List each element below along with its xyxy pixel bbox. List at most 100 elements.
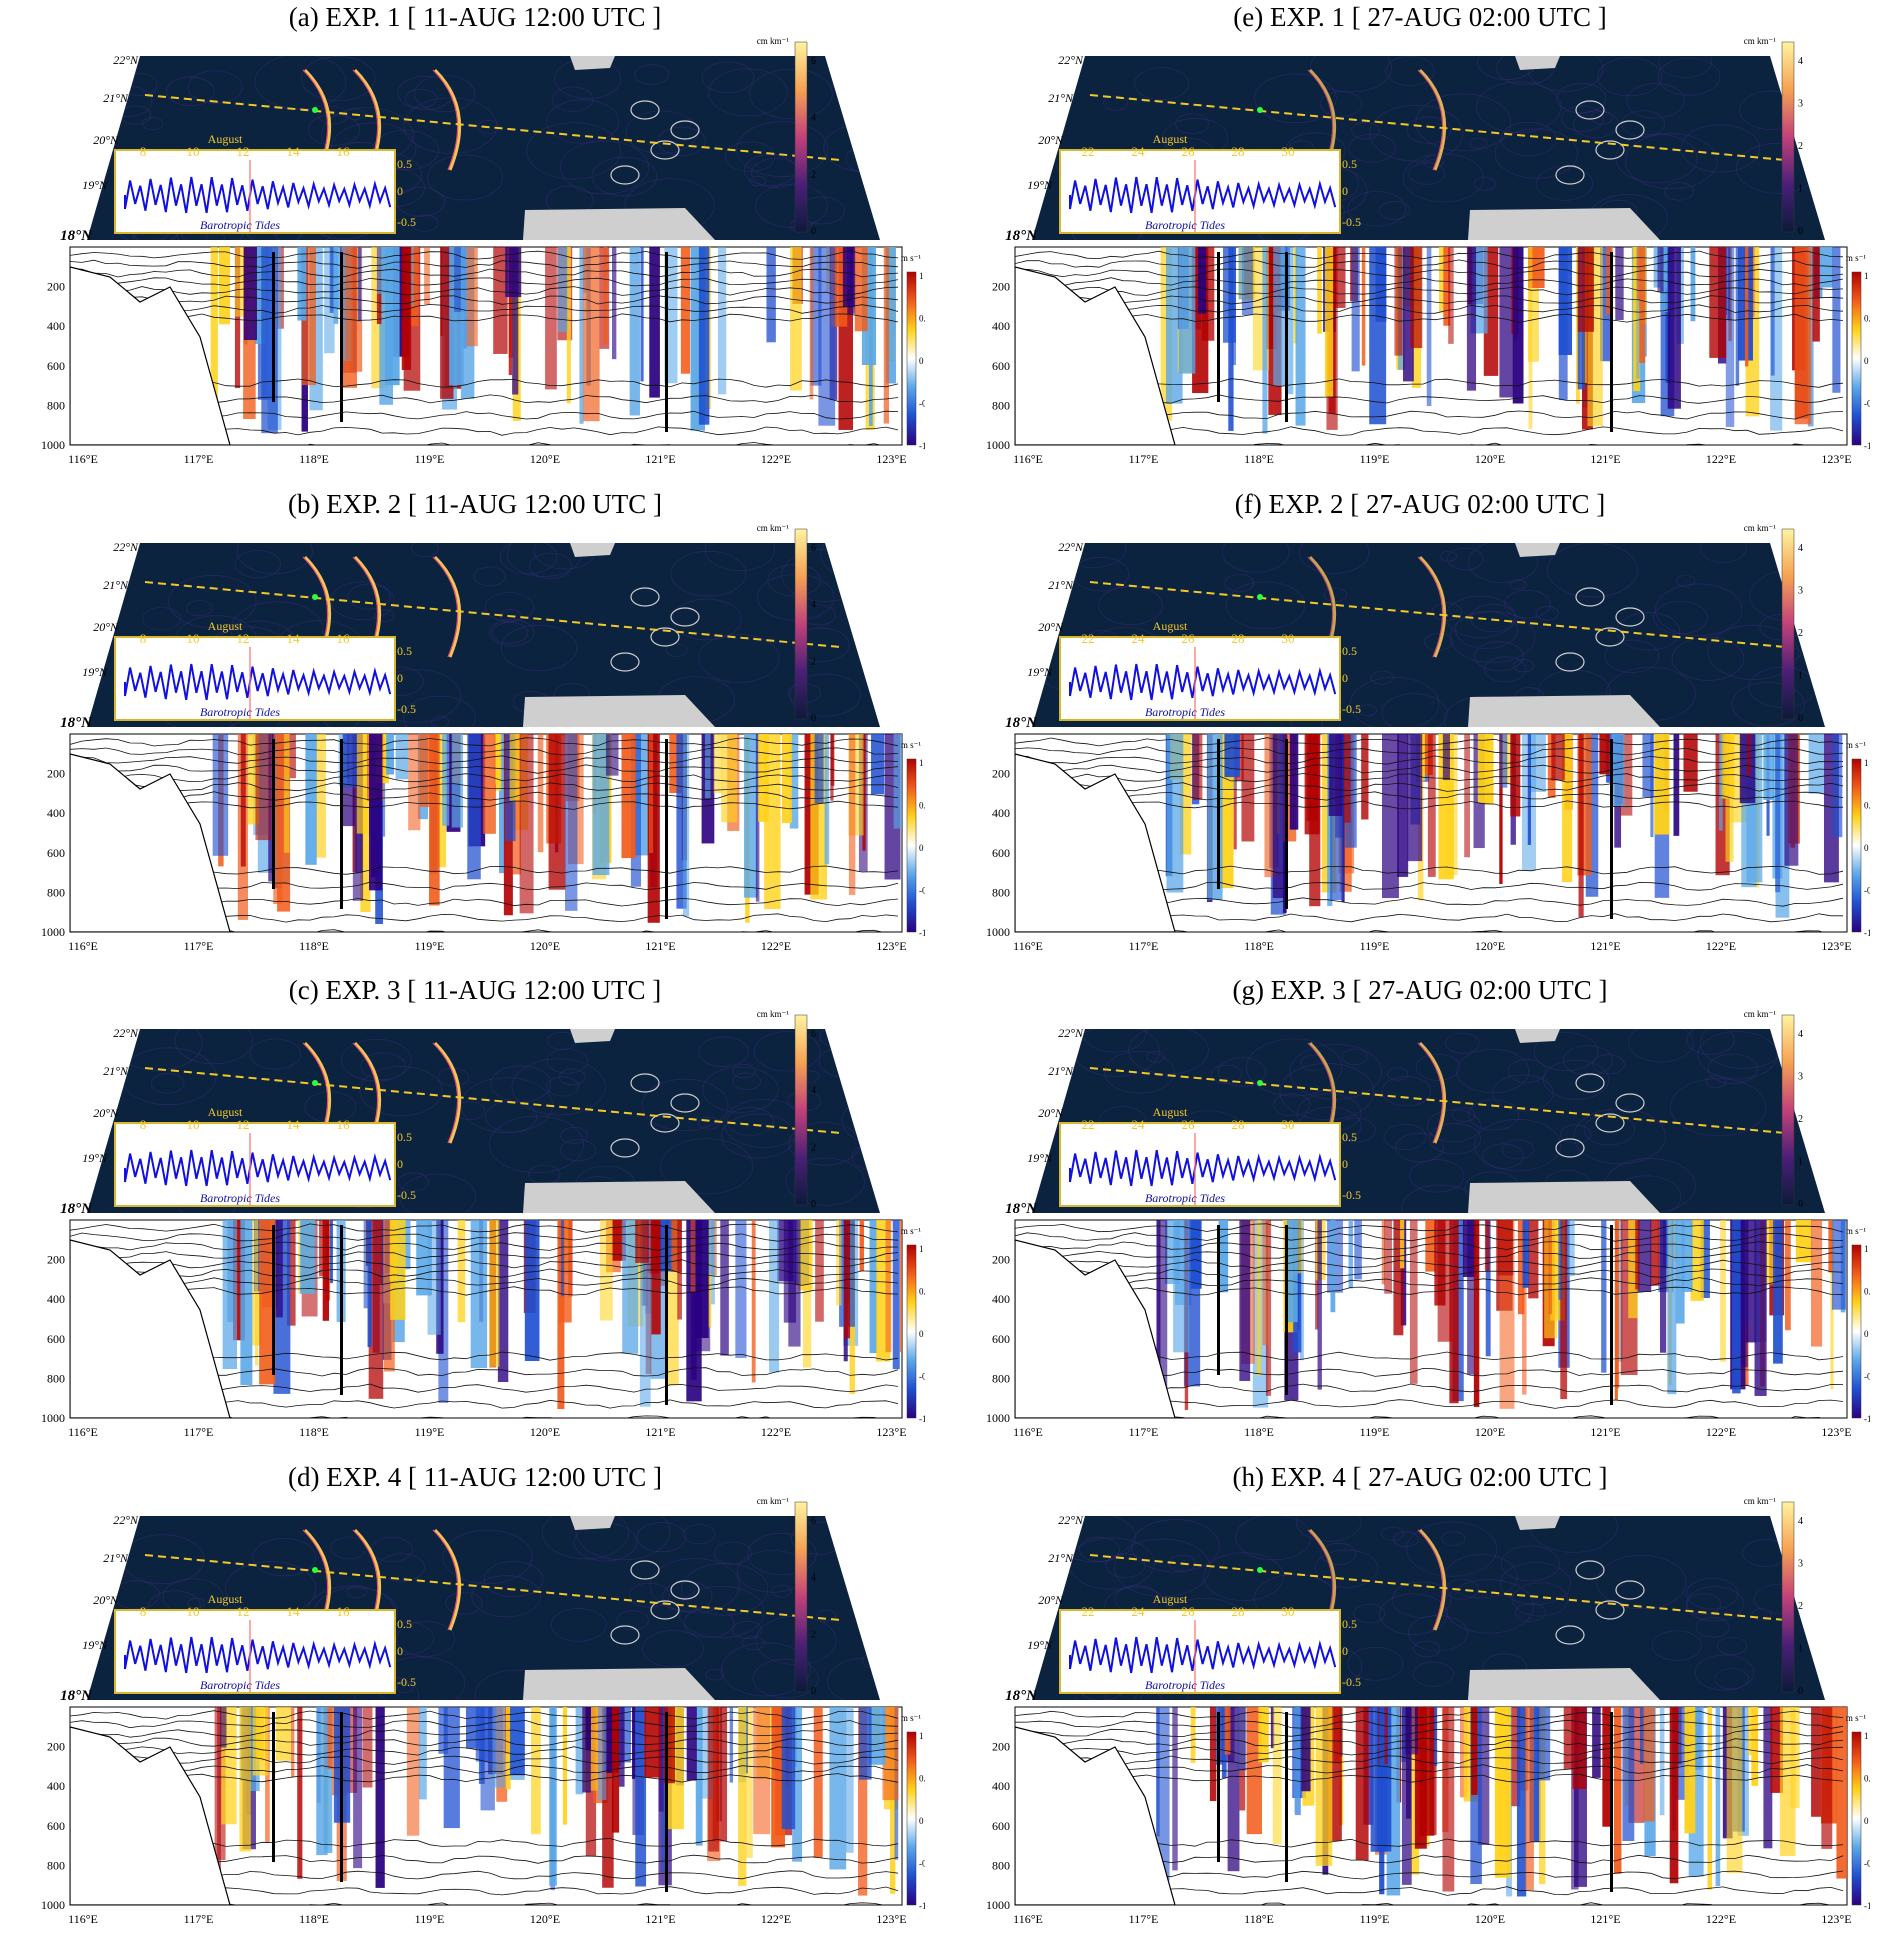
map-texture xyxy=(414,75,476,112)
inset-title: August xyxy=(208,132,243,146)
velocity-band xyxy=(829,1707,847,1870)
map-texture xyxy=(1657,57,1721,96)
velocity-band xyxy=(1315,1707,1333,1866)
velocity-band xyxy=(1239,1220,1251,1381)
map-texture xyxy=(1512,1582,1569,1617)
velocity-band xyxy=(509,734,521,801)
depth-tick: 800 xyxy=(47,1371,65,1385)
isopycnal-line xyxy=(70,800,899,810)
velocity-band xyxy=(818,247,836,426)
lat-label: 21°N xyxy=(103,1064,129,1078)
velocity-band xyxy=(810,247,822,386)
map-texture xyxy=(1113,1538,1211,1597)
map-texture xyxy=(1415,93,1512,152)
velocity-band xyxy=(1471,1707,1478,1795)
velocity-band xyxy=(524,1220,540,1362)
inset-ytick: 0.5 xyxy=(397,1130,412,1144)
velocity-band xyxy=(751,1220,756,1383)
velocity-band xyxy=(871,734,885,795)
velocity-band xyxy=(1751,1707,1759,1786)
velocity-band xyxy=(443,1707,460,1829)
map-texture xyxy=(575,1516,671,1561)
lon-tick: 117°E xyxy=(1129,939,1159,953)
velocity-band xyxy=(1272,1707,1282,1845)
velocity-band xyxy=(1227,1707,1240,1872)
velocity-section xyxy=(69,246,903,446)
map-colorbar xyxy=(1781,41,1795,233)
map-texture xyxy=(1347,191,1406,227)
velocity-band xyxy=(868,1707,886,1765)
map-texture xyxy=(820,543,880,581)
section-colorbar-tick: 0.5 xyxy=(919,1774,925,1784)
velocity-band xyxy=(1794,247,1812,425)
map-texture xyxy=(698,633,780,683)
map-texture xyxy=(1383,1123,1427,1150)
inset-day-label: 10 xyxy=(187,1604,200,1619)
velocity-band xyxy=(758,734,769,822)
map-texture xyxy=(1358,704,1377,716)
velocity-band xyxy=(663,1707,676,1784)
velocity-band xyxy=(1156,1220,1161,1369)
velocity-band xyxy=(1637,247,1642,300)
map-texture xyxy=(852,543,880,565)
isopycnal-line xyxy=(1015,1773,1844,1783)
inset-day-label: 28 xyxy=(1232,1117,1245,1132)
section-colorbar-tick: 0 xyxy=(919,1816,924,1826)
map-texture xyxy=(490,1065,552,1103)
velocity-band xyxy=(508,247,512,376)
velocity-band xyxy=(1611,734,1625,807)
velocity-band xyxy=(1784,734,1799,866)
inset-ytick: 0 xyxy=(1342,1644,1348,1658)
lat-label: 19°N xyxy=(1027,178,1053,192)
velocity-band xyxy=(562,1707,568,1825)
velocity-band xyxy=(1426,247,1432,407)
velocity-band xyxy=(1522,1220,1530,1288)
section-colorbar-unit: m s⁻¹ xyxy=(901,740,922,750)
isopycnal-line xyxy=(1015,1277,1844,1287)
map-texture xyxy=(1348,133,1396,163)
isopycnal-line xyxy=(1015,1250,1844,1260)
isopycnal-line xyxy=(70,1746,899,1756)
lon-tick: 122°E xyxy=(1706,1425,1736,1439)
velocity-band xyxy=(1477,734,1489,803)
map-texture xyxy=(642,1630,704,1668)
isopycnal-line xyxy=(1046,442,1832,445)
lon-tick: 119°E xyxy=(415,1425,445,1439)
velocity-band xyxy=(1499,247,1514,398)
velocity-band xyxy=(597,1707,607,1801)
lon-tick: 118°E xyxy=(299,452,329,466)
velocity-band xyxy=(1673,734,1680,836)
lon-tick: 118°E xyxy=(1244,1425,1274,1439)
map-texture xyxy=(1408,162,1446,185)
map-colorbar-tick: 0 xyxy=(1798,1199,1803,1210)
seafloor xyxy=(1015,1239,1176,1418)
velocity-band xyxy=(1224,734,1240,778)
velocity-band xyxy=(1466,247,1477,391)
velocity-band xyxy=(1299,1220,1304,1361)
velocity-band xyxy=(1262,247,1268,434)
map-texture xyxy=(1476,81,1562,133)
velocity-band xyxy=(466,247,478,347)
lat-label: 19°N xyxy=(82,178,108,192)
section-colorbar-tick: 1 xyxy=(1864,1244,1869,1254)
velocity-band xyxy=(1209,1707,1217,1802)
mooring-marker xyxy=(312,594,318,600)
map-texture xyxy=(852,1109,875,1124)
map-texture xyxy=(1707,1053,1758,1084)
velocity-band xyxy=(813,1707,823,1858)
inset-day-label: 22 xyxy=(1082,144,1095,159)
velocity-band xyxy=(549,1707,557,1886)
velocity-band xyxy=(489,1220,500,1367)
velocity-band xyxy=(1393,1220,1404,1336)
velocity-band xyxy=(745,1707,753,1858)
velocity-band xyxy=(565,734,578,911)
depth-tick: 800 xyxy=(992,1858,1010,1872)
map-texture xyxy=(552,86,594,112)
velocity-band xyxy=(738,1707,747,1886)
inset-title: August xyxy=(208,619,243,633)
velocity-band xyxy=(557,247,568,333)
section-colorbar-tick: -1 xyxy=(919,441,925,451)
map-texture xyxy=(1509,579,1527,590)
velocity-band xyxy=(1667,247,1681,409)
